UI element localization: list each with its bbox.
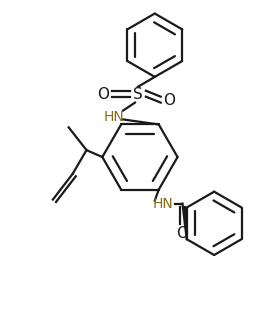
Text: HN: HN xyxy=(152,196,173,211)
Text: O: O xyxy=(164,93,176,108)
Text: O: O xyxy=(97,87,109,102)
Text: S: S xyxy=(133,87,143,102)
Text: HN: HN xyxy=(104,110,125,125)
Text: O: O xyxy=(176,226,189,241)
